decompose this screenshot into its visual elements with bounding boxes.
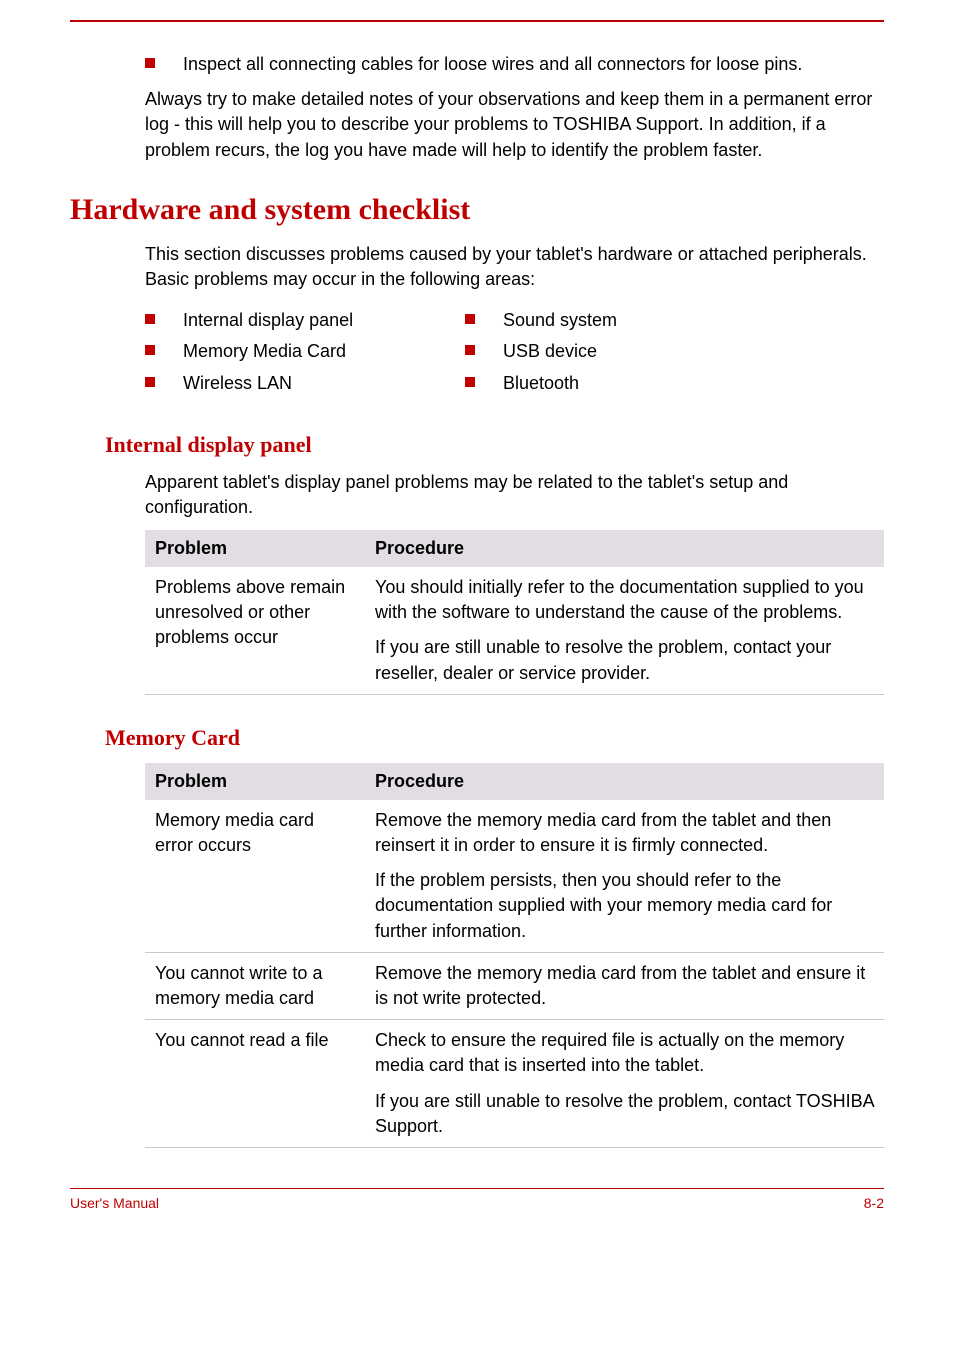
square-bullet-icon <box>145 58 155 68</box>
procedure-text: If you are still unable to resolve the p… <box>375 1089 874 1139</box>
procedure-cell: Remove the memory media card from the ta… <box>365 952 884 1019</box>
problem-cell: You cannot read a file <box>145 1020 365 1148</box>
table-header-procedure: Procedure <box>365 763 884 800</box>
table-header-row: Problem Procedure <box>145 530 884 567</box>
problem-cell: Memory media card error occurs <box>145 800 365 952</box>
list-item-label: Memory Media Card <box>183 339 346 364</box>
intro-bullet-row: Inspect all connecting cables for loose … <box>145 52 884 77</box>
square-bullet-icon <box>145 377 155 387</box>
internal-display-table: Problem Procedure Problems above remain … <box>145 530 884 695</box>
procedure-text: You should initially refer to the docume… <box>375 575 874 625</box>
list-item-label: Bluetooth <box>503 371 579 396</box>
intro-bullet-text: Inspect all connecting cables for loose … <box>183 52 802 77</box>
list-item: USB device <box>465 339 884 364</box>
table-row: You cannot read a file Check to ensure t… <box>145 1020 884 1148</box>
hardware-checklist-heading: Hardware and system checklist <box>70 193 884 227</box>
hardware-intro-paragraph: This section discusses problems caused b… <box>145 242 884 292</box>
procedure-text: Check to ensure the required file is act… <box>375 1028 874 1078</box>
top-rule <box>70 20 884 22</box>
table-header-row: Problem Procedure <box>145 763 884 800</box>
list-item: Internal display panel <box>145 308 465 333</box>
list-item-label: Sound system <box>503 308 617 333</box>
procedure-cell: Remove the memory media card from the ta… <box>365 800 884 952</box>
square-bullet-icon <box>465 345 475 355</box>
list-item-label: USB device <box>503 339 597 364</box>
hardware-right-column: Sound system USB device Bluetooth <box>465 302 884 402</box>
memory-card-heading: Memory Card <box>105 725 884 751</box>
intro-paragraph: Always try to make detailed notes of you… <box>145 87 884 163</box>
hardware-left-column: Internal display panel Memory Media Card… <box>145 302 465 402</box>
table-header-procedure: Procedure <box>365 530 884 567</box>
internal-display-intro: Apparent tablet's display panel problems… <box>145 470 884 520</box>
list-item-label: Internal display panel <box>183 308 353 333</box>
procedure-cell: You should initially refer to the docume… <box>365 567 884 694</box>
table-row: You cannot write to a memory media card … <box>145 952 884 1019</box>
square-bullet-icon <box>465 377 475 387</box>
list-item: Bluetooth <box>465 371 884 396</box>
hardware-two-column-list: Internal display panel Memory Media Card… <box>145 302 884 402</box>
table-row: Memory media card error occurs Remove th… <box>145 800 884 952</box>
procedure-text: Remove the memory media card from the ta… <box>375 961 874 1011</box>
list-item-label: Wireless LAN <box>183 371 292 396</box>
table-header-problem: Problem <box>145 530 365 567</box>
procedure-cell: Check to ensure the required file is act… <box>365 1020 884 1148</box>
memory-card-table: Problem Procedure Memory media card erro… <box>145 763 884 1148</box>
procedure-text: Remove the memory media card from the ta… <box>375 808 874 858</box>
internal-display-heading: Internal display panel <box>105 432 884 458</box>
footer-right: 8-2 <box>864 1195 884 1211</box>
list-item: Sound system <box>465 308 884 333</box>
procedure-text: If you are still unable to resolve the p… <box>375 635 874 685</box>
square-bullet-icon <box>145 345 155 355</box>
problem-cell: You cannot write to a memory media card <box>145 952 365 1019</box>
table-header-problem: Problem <box>145 763 365 800</box>
square-bullet-icon <box>145 314 155 324</box>
page-container: Inspect all connecting cables for loose … <box>0 0 954 1231</box>
problem-cell: Problems above remain unresolved or othe… <box>145 567 365 694</box>
list-item: Wireless LAN <box>145 371 465 396</box>
procedure-text: If the problem persists, then you should… <box>375 868 874 944</box>
square-bullet-icon <box>465 314 475 324</box>
table-row: Problems above remain unresolved or othe… <box>145 567 884 694</box>
footer-left: User's Manual <box>70 1195 159 1211</box>
list-item: Memory Media Card <box>145 339 465 364</box>
page-footer: User's Manual 8-2 <box>70 1188 884 1211</box>
